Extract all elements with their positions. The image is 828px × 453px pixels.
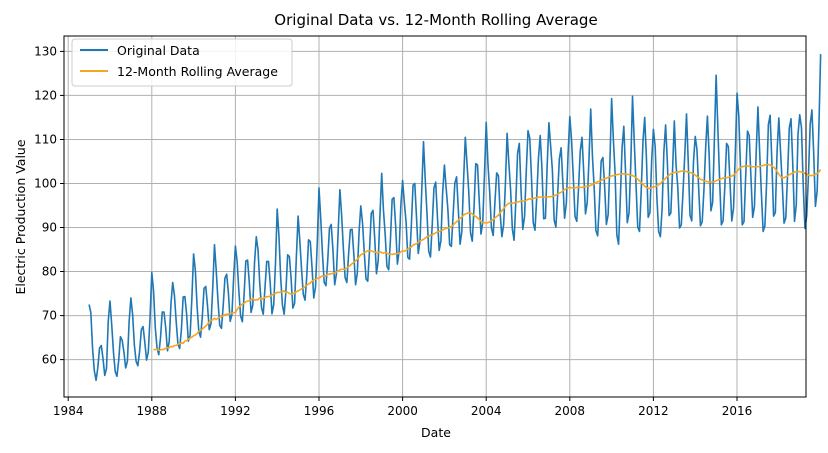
x-tick-label: 2008	[555, 404, 586, 418]
plot-frame	[63, 35, 807, 398]
y-tick-label: 70	[42, 309, 57, 323]
x-tick-label: 1992	[220, 404, 251, 418]
x-tick-label: 2016	[722, 404, 753, 418]
x-tick-label: 2000	[387, 404, 418, 418]
y-tick-label: 60	[42, 353, 57, 367]
axis-ticks: 1984 1988 1992 1996 2000 2004 2008 2012 2016 60 70…	[34, 44, 752, 418]
y-tick-label: 110	[34, 133, 57, 147]
x-tick-label: 1988	[137, 404, 168, 418]
x-axis-label: Date	[421, 425, 451, 440]
legend-label-original-data: Original Data	[117, 43, 200, 58]
y-tick-label: 120	[34, 88, 57, 102]
x-tick-label: 2012	[638, 404, 669, 418]
x-tick-label: 2004	[471, 404, 502, 418]
y-tick-label: 130	[34, 44, 57, 58]
y-tick-label: 90	[42, 221, 57, 235]
series-line-original-data	[88, 54, 822, 382]
x-tick-label: 1984	[53, 404, 84, 418]
series-lines	[88, 54, 822, 382]
chart-title: Original Data vs. 12-Month Rolling Avera…	[274, 11, 597, 29]
x-tick-label: 1996	[304, 404, 335, 418]
y-tick-label: 80	[42, 265, 57, 279]
series-line-rolling-average	[153, 163, 822, 352]
legend: Original Data 12-Month Rolling Average	[71, 38, 293, 87]
y-tick-label: 100	[34, 177, 57, 191]
legend-box	[71, 38, 293, 87]
y-axis-label: Electric Production Value	[13, 139, 28, 294]
legend-label-rolling-average: 12-Month Rolling Average	[117, 64, 278, 79]
